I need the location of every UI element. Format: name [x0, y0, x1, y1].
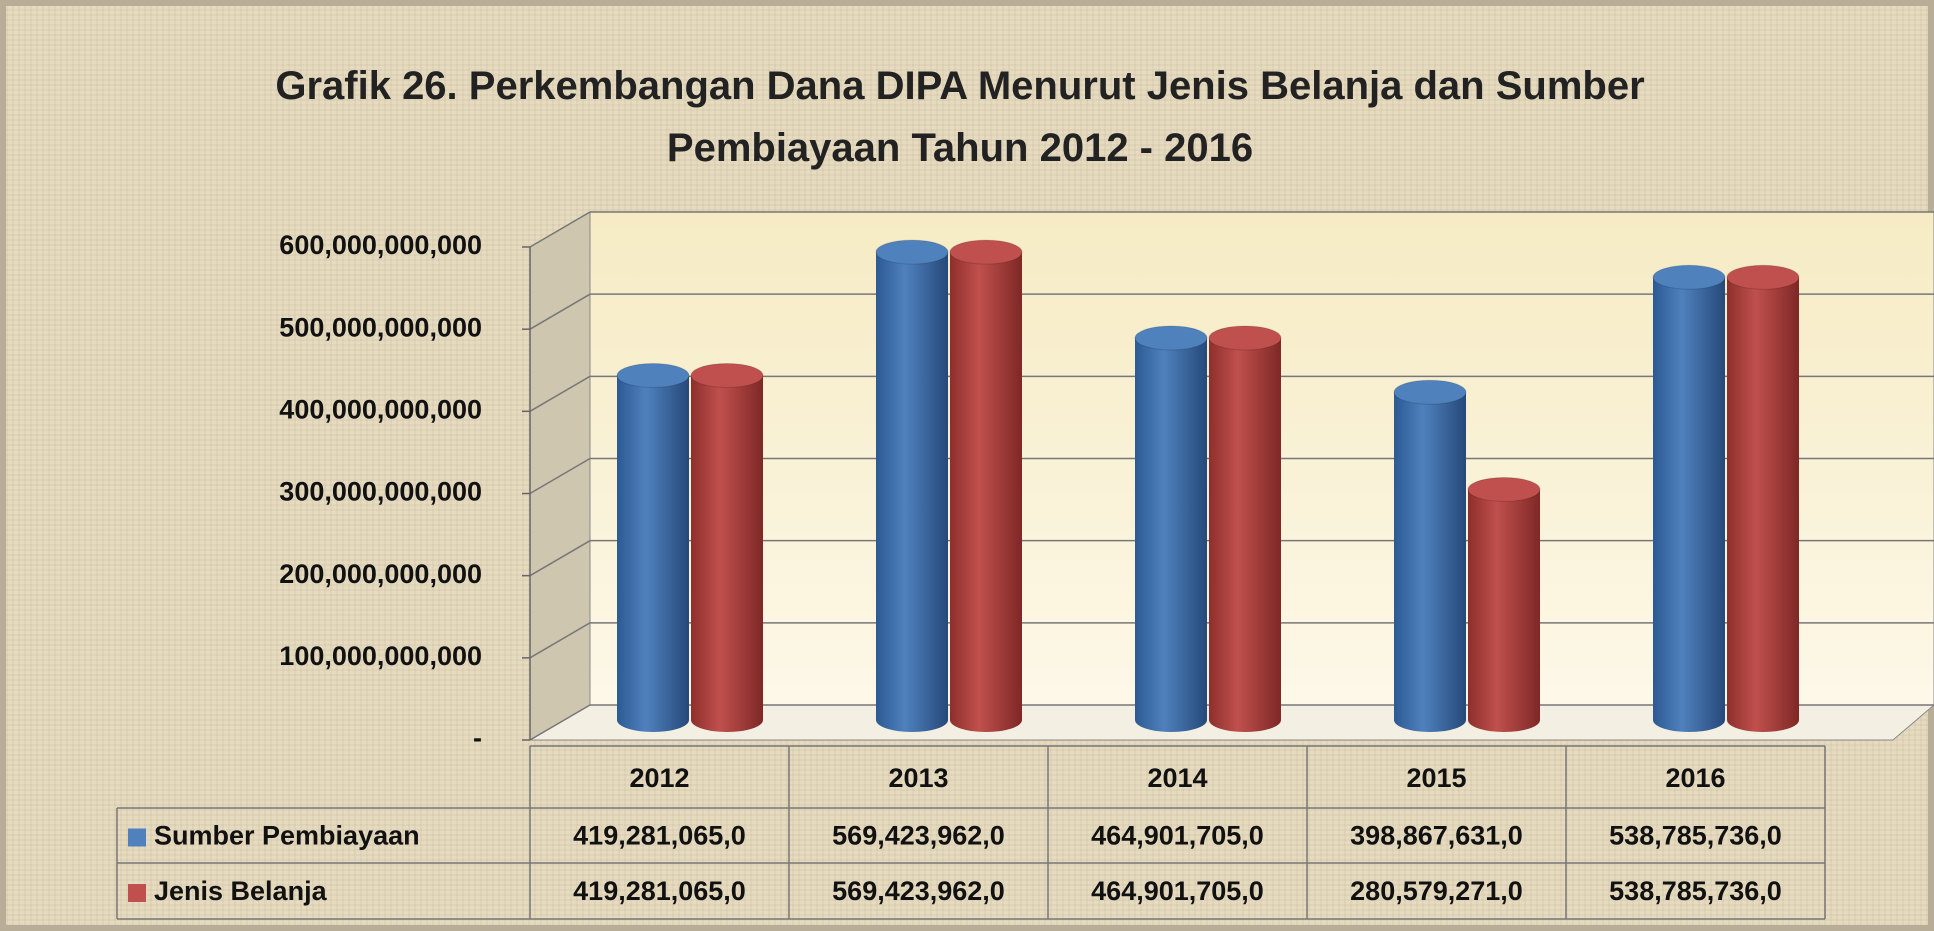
y-tick-label: 600,000,000,000 — [279, 230, 482, 260]
bar-top — [875, 239, 949, 265]
grid-line-side — [529, 622, 591, 659]
bar-top — [616, 362, 690, 388]
y-tick-label: 300,000,000,000 — [279, 477, 482, 507]
data-label: 419,281,065,0 — [573, 821, 746, 851]
grid-line-side — [529, 457, 591, 495]
bar-top — [1652, 264, 1726, 290]
x-tick-label: 2012 — [629, 763, 689, 793]
data-label: 280,579,271,0 — [1350, 876, 1523, 906]
data-label: 569,423,962,0 — [832, 821, 1005, 851]
bar-top — [1208, 325, 1282, 351]
legend-label: Jenis Belanja — [154, 876, 328, 906]
y-tick-label: - — [473, 723, 482, 753]
bar — [1209, 338, 1281, 732]
bar — [1653, 277, 1725, 732]
bar-top — [1467, 476, 1541, 502]
data-label: 464,901,705,0 — [1091, 821, 1264, 851]
bar — [876, 252, 948, 733]
data-label: 569,423,962,0 — [832, 876, 1005, 906]
bar-top — [1134, 325, 1208, 351]
x-tick-label: 2014 — [1147, 763, 1207, 793]
y-tick-label: 400,000,000,000 — [279, 394, 482, 424]
bar — [1394, 392, 1466, 732]
bar-top — [1726, 264, 1800, 290]
grid-line-side — [529, 211, 591, 248]
x-tick-label: 2015 — [1406, 763, 1466, 793]
chart-title: Grafik 26. Perkembangan Dana DIPA Menuru… — [275, 64, 1645, 170]
y-tick-label: 500,000,000,000 — [279, 312, 482, 342]
grid-line-side — [529, 375, 591, 412]
grid-line-side — [529, 540, 591, 577]
bar — [691, 375, 763, 732]
y-tick-label: 200,000,000,000 — [279, 559, 482, 589]
bar-top — [949, 239, 1023, 265]
x-tick-label: 2013 — [888, 763, 948, 793]
data-label: 419,281,065,0 — [573, 876, 746, 906]
legend-swatch — [128, 828, 146, 847]
bar — [950, 252, 1022, 733]
data-label: 538,785,736,0 — [1609, 821, 1782, 851]
grid-line-side — [529, 293, 591, 330]
bar-top — [1393, 379, 1467, 405]
data-label: 464,901,705,0 — [1091, 876, 1264, 906]
bar-top — [690, 362, 764, 388]
bar — [1468, 489, 1540, 732]
y-tick-label: 100,000,000,000 — [279, 641, 482, 671]
bar — [617, 375, 689, 732]
bar — [1727, 277, 1799, 732]
data-label: 398,867,631,0 — [1350, 821, 1523, 851]
grid-line-side — [529, 704, 591, 741]
legend-label: Sumber Pembiayaan — [154, 821, 420, 851]
legend-swatch — [128, 884, 146, 902]
x-tick-label: 2016 — [1665, 763, 1725, 793]
data-label: 538,785,736,0 — [1609, 876, 1782, 906]
bar — [1135, 338, 1207, 732]
